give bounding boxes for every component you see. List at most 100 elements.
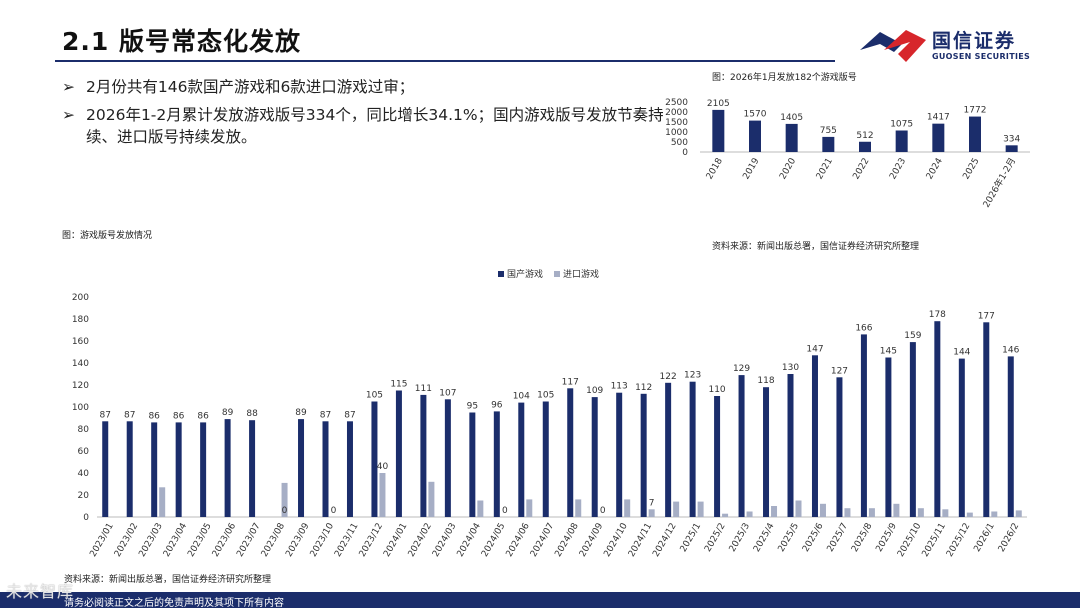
bar — [712, 109, 725, 152]
x-tick-label: 2023 — [888, 157, 908, 182]
data-label-domestic: 144 — [953, 348, 970, 358]
data-label-domestic: 146 — [1002, 345, 1019, 355]
x-tick-label: 2020 — [778, 156, 798, 181]
bar-import — [991, 511, 998, 517]
data-label-domestic: 95 — [467, 402, 478, 412]
data-label-domestic: 118 — [757, 376, 774, 386]
bar-domestic — [885, 357, 892, 517]
bar-import — [893, 503, 900, 517]
bar-domestic — [444, 399, 451, 517]
data-label-domestic: 147 — [806, 344, 823, 354]
bar-import — [159, 487, 166, 517]
bar-import — [379, 473, 386, 517]
bar-domestic — [200, 422, 207, 517]
bar-import — [526, 499, 533, 517]
x-tick-label: 2019 — [741, 156, 761, 181]
data-label: 1075 — [890, 120, 913, 130]
bullet-item: ➢ 2月份共有146款国产游戏和6款进口游戏过审； — [62, 76, 672, 98]
logo-mark-icon — [860, 30, 926, 62]
bullet-item: ➢ 2026年1-2月累计发放游戏版号334个，同比增长34.1%；国内游戏版号… — [62, 104, 672, 148]
x-tick-label: 2022 — [851, 157, 871, 182]
data-label-domestic: 113 — [611, 382, 628, 392]
data-label: 755 — [820, 126, 837, 136]
bar-import — [428, 481, 435, 517]
bullet-text: 2026年1-2月累计发放游戏版号334个，同比增长34.1%；国内游戏版号发放… — [86, 106, 664, 146]
x-tick-label: 2024/09 — [578, 521, 605, 559]
x-tick-label: 2024/11 — [627, 522, 654, 559]
x-tick-label: 2023/06 — [211, 521, 238, 559]
y-tick-label: 2500 — [665, 98, 688, 108]
bar-domestic — [151, 422, 158, 517]
x-tick-label: 2025/3 — [728, 522, 752, 554]
bar-domestic — [249, 420, 256, 517]
data-label-domestic: 129 — [733, 364, 750, 374]
x-tick-label: 2023/07 — [235, 522, 262, 559]
bar-domestic — [836, 377, 843, 517]
x-tick-label: 2025/8 — [850, 521, 875, 554]
bar — [1005, 145, 1018, 152]
watermark: 未来智库 — [6, 582, 75, 601]
bar-import — [746, 511, 753, 517]
data-label: 1405 — [780, 113, 803, 123]
data-label-import: 40 — [377, 462, 389, 472]
x-tick-label: 2025/12 — [945, 522, 972, 559]
y-tick-label: 1500 — [665, 118, 688, 128]
x-tick-label: 2025/6 — [801, 521, 826, 554]
legend-label-import: 进口游戏 — [563, 268, 599, 280]
logo-text-en: GUOSEN SECURITIES — [932, 52, 1031, 61]
company-logo: 国信证券 GUOSEN SECURITIES — [858, 24, 1058, 66]
x-tick-label: 2025/10 — [896, 521, 923, 559]
data-label-import: 0 — [502, 506, 508, 516]
data-label: 2105 — [707, 99, 730, 109]
bar-import — [917, 508, 924, 517]
x-tick-label: 2024/08 — [553, 521, 580, 559]
x-tick-label: 2025/1 — [679, 522, 703, 554]
x-tick-label: 2025/2 — [703, 522, 727, 554]
data-label-domestic: 105 — [537, 391, 554, 401]
bar — [895, 130, 908, 152]
bar — [785, 123, 798, 152]
bar-import — [477, 500, 484, 517]
y-tick-label: 60 — [78, 447, 90, 457]
bar-import — [673, 501, 680, 517]
footer-bar — [0, 592, 1080, 608]
data-label-domestic: 166 — [855, 323, 872, 333]
x-tick-label: 2025 — [961, 157, 981, 182]
y-tick-label: 0 — [682, 148, 688, 158]
data-label-domestic: 104 — [513, 392, 530, 402]
big-chart-caption: 图：游戏版号发放情况 — [62, 231, 153, 241]
y-tick-label: 2000 — [665, 108, 688, 118]
data-label-domestic: 177 — [978, 311, 995, 321]
bar-domestic — [738, 375, 745, 517]
x-tick-label: 2024/03 — [431, 522, 458, 559]
data-label-domestic: 109 — [586, 386, 603, 396]
data-label-domestic: 89 — [222, 408, 234, 418]
data-label-import: 7 — [649, 498, 655, 508]
bullet-arrow-icon: ➢ — [62, 106, 75, 124]
x-tick-label: 2025/4 — [752, 521, 777, 554]
x-tick-label: 2023/12 — [358, 522, 385, 559]
data-label-domestic: 87 — [100, 410, 111, 420]
bar-import — [868, 508, 875, 517]
small-chart-source: 资料来源：新闻出版总署，国信证券经济研究所整理 — [712, 242, 920, 252]
bar-domestic — [640, 393, 647, 517]
bar-import — [624, 499, 631, 517]
x-tick-label: 2024 — [925, 156, 945, 181]
data-label-domestic: 87 — [344, 410, 355, 420]
x-tick-label: 2023/09 — [284, 521, 311, 559]
y-tick-label: 500 — [671, 138, 688, 148]
data-label-domestic: 88 — [246, 409, 258, 419]
bar — [932, 123, 945, 152]
bar-domestic — [983, 322, 990, 517]
bar-import — [819, 503, 826, 517]
x-tick-label: 2025/9 — [874, 521, 899, 554]
x-tick-label: 2024/05 — [480, 522, 507, 559]
small-chart-caption: 图：2026年1月发放182个游戏版号 — [712, 73, 857, 83]
bar-import — [722, 513, 729, 517]
data-label-domestic: 117 — [562, 377, 579, 387]
bar-domestic — [689, 381, 696, 517]
data-label-domestic: 130 — [782, 363, 799, 373]
bar-domestic — [934, 321, 941, 517]
x-tick-label: 2024/06 — [505, 521, 532, 559]
